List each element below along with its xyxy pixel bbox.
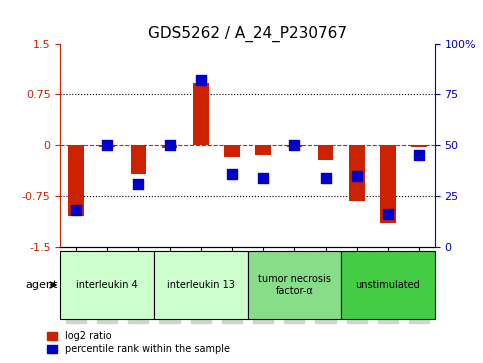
Point <box>166 142 173 148</box>
FancyBboxPatch shape <box>60 250 154 319</box>
Bar <box>193 83 209 145</box>
Legend: log2 ratio, percentile rank within the sample: log2 ratio, percentile rank within the s… <box>43 327 234 358</box>
Text: interleukin 4: interleukin 4 <box>76 280 138 290</box>
Bar <box>256 145 271 155</box>
Point <box>72 207 80 213</box>
Point <box>415 152 423 158</box>
Text: agent: agent <box>25 280 57 290</box>
Point <box>103 142 111 148</box>
Bar <box>380 145 396 223</box>
Point <box>353 173 361 179</box>
Point <box>290 142 298 148</box>
Bar <box>318 145 333 160</box>
Text: interleukin 13: interleukin 13 <box>167 280 235 290</box>
FancyBboxPatch shape <box>247 250 341 319</box>
Point <box>197 77 205 83</box>
Point <box>134 181 142 187</box>
Bar <box>349 145 365 201</box>
Point <box>322 175 329 181</box>
Bar <box>68 145 84 216</box>
Bar <box>286 145 302 147</box>
Bar <box>224 145 240 158</box>
Bar <box>99 145 115 147</box>
Text: unstimulated: unstimulated <box>355 280 420 290</box>
Bar <box>412 145 427 147</box>
FancyBboxPatch shape <box>154 250 247 319</box>
Text: tumor necrosis
factor-α: tumor necrosis factor-α <box>258 274 331 296</box>
Point <box>228 171 236 176</box>
Bar <box>162 145 177 148</box>
Point <box>384 211 392 217</box>
Bar <box>130 145 146 174</box>
Point <box>259 175 267 181</box>
FancyBboxPatch shape <box>341 250 435 319</box>
Title: GDS5262 / A_24_P230767: GDS5262 / A_24_P230767 <box>148 26 347 42</box>
